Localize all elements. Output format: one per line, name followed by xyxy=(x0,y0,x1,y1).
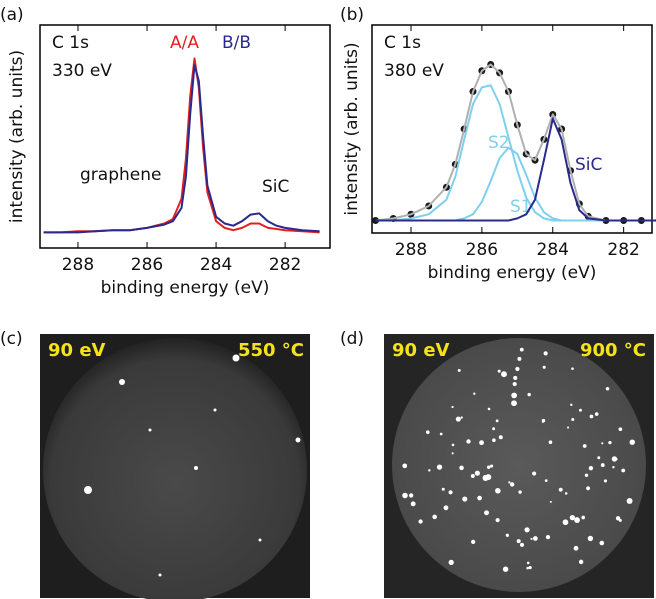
x-axis-label: binding energy (eV) xyxy=(101,278,270,298)
image-energy: 90 eV xyxy=(392,340,450,361)
panel-label: (c) xyxy=(0,329,23,349)
leed-screen xyxy=(392,338,646,592)
x-tick-label: 286 xyxy=(466,240,498,260)
curve xyxy=(44,65,320,232)
image-temperature: 550 °C xyxy=(238,340,304,361)
panel-label: (a) xyxy=(0,5,24,25)
page: (c) 90 eV 550 °C (d) 90 eV 900 °C (a) 288… xyxy=(0,0,656,599)
annotation: 330 eV xyxy=(52,61,112,81)
annotation: SiC xyxy=(262,177,289,197)
figure: (c) 90 eV 550 °C (d) 90 eV 900 °C (a) 288… xyxy=(0,0,656,599)
x-tick-label: 284 xyxy=(537,240,569,260)
image-temperature: 900 °C xyxy=(580,340,646,361)
x-tick-label: 286 xyxy=(131,255,163,275)
annotation: 380 eV xyxy=(384,61,444,81)
x-axis-label: binding energy (eV) xyxy=(428,263,597,283)
annotation: graphene xyxy=(80,165,161,185)
x-tick-label: 282 xyxy=(607,240,639,260)
x-tick-label: 284 xyxy=(200,255,232,275)
leed-screen xyxy=(43,338,307,599)
image-energy: 90 eV xyxy=(48,340,106,361)
plot-frame xyxy=(40,25,330,248)
panel-label: (b) xyxy=(340,5,364,25)
series-label: SiC xyxy=(575,155,602,175)
x-tick-label: 282 xyxy=(269,255,301,275)
x-tick-label: 288 xyxy=(62,255,94,275)
series-label: B/B xyxy=(222,33,251,53)
series-label: S1 xyxy=(510,197,532,217)
y-axis-label: intensity (arb. units) xyxy=(342,42,362,215)
panel-label: (d) xyxy=(340,329,364,349)
annotation: C 1s xyxy=(384,33,421,53)
annotation: C 1s xyxy=(52,33,89,53)
series-label: A/A xyxy=(170,33,199,53)
y-axis-label: intensity (arb. units) xyxy=(7,50,27,223)
x-tick-label: 288 xyxy=(395,240,427,260)
